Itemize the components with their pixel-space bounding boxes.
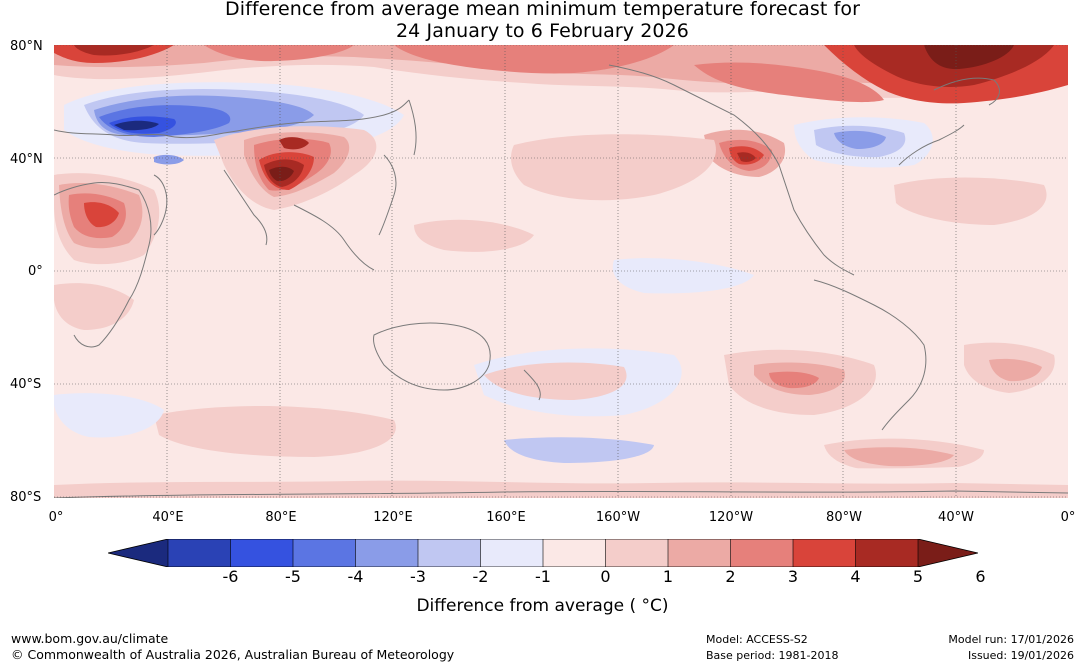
na-cool-anomaly [794, 117, 933, 168]
legend-colorbar [108, 539, 978, 567]
na-warm-anomaly [704, 129, 786, 177]
chart-title-line-1: Difference from average mean minimum tem… [224, 0, 861, 20]
legend-swatch [793, 539, 856, 567]
legend-tick-label: 0 [600, 567, 611, 586]
legend-swatch [230, 539, 294, 567]
chart-title-line-2: 24 January to 6 February 2026 [395, 20, 689, 42]
legend-tick-label: 6 [975, 567, 986, 586]
legend-swatch-high-extend [918, 539, 978, 567]
africa-warm-anomaly [54, 173, 160, 265]
legend-tick-label: 1 [662, 567, 674, 586]
anomaly-map [54, 45, 1068, 498]
legend-swatch [668, 539, 731, 567]
footer-model-run: Model run: 17/01/2026 [948, 633, 1074, 646]
legend-tick-label: 3 [787, 567, 799, 586]
lon-label-80w: 80°W [826, 510, 862, 525]
footer-base-period: Base period: 1981-2018 [706, 649, 839, 662]
legend-tick-label: -3 [410, 567, 426, 586]
lat-label-40n: 40°N [10, 152, 43, 167]
lat-label-80s: 80°S [10, 490, 42, 505]
arctic-warm-anomaly [54, 45, 1068, 104]
tibet-warm-anomaly [214, 126, 377, 210]
lon-label-0-right: 0° [1060, 510, 1076, 525]
legend-swatch [293, 539, 356, 567]
coastlines [54, 64, 1068, 498]
legend-swatch [605, 539, 669, 567]
legend-tick-label: 2 [725, 567, 736, 586]
legend-tick-label: 5 [912, 567, 924, 586]
graticule [54, 45, 1068, 498]
lon-label-40e: 40°E [152, 510, 184, 525]
footer-copyright: © Commonwealth of Australia 2026, Austra… [11, 647, 455, 662]
footer-issued: Issued: 19/01/2026 [967, 649, 1074, 662]
lon-label-0-left: 0° [48, 510, 64, 525]
legend-swatch-low-extend [108, 539, 168, 567]
lon-label-40w: 40°W [938, 510, 974, 525]
lon-label-80e: 80°E [265, 510, 297, 525]
lat-label-40s: 40°S [10, 377, 42, 392]
lon-label-120w: 120°W [708, 510, 754, 525]
lat-label-80n: 80°N [10, 39, 43, 54]
legend-swatch [418, 539, 481, 567]
legend-tick-label: 4 [850, 567, 861, 586]
legend-tick-label: -1 [535, 567, 551, 586]
legend-tick-label: -6 [222, 567, 239, 586]
lon-label-160w: 160°W [595, 510, 641, 525]
lon-label-120e: 120°E [373, 510, 413, 525]
legend-swatch [168, 539, 231, 567]
legend-tick-label: -4 [347, 567, 364, 586]
lat-label-0: 0° [28, 264, 43, 279]
legend-swatch [855, 539, 919, 567]
legend-swatch [730, 539, 794, 567]
legend-swatch [355, 539, 419, 567]
pacific-patches [54, 134, 1055, 473]
legend-tick-label: -2 [472, 567, 489, 586]
antarctic-band [54, 464, 1068, 498]
legend-swatch [480, 539, 544, 567]
legend-title: Difference from average ( °C) [416, 596, 669, 616]
footer-website: www.bom.gov.au/climate [11, 631, 169, 646]
legend-swatch [543, 539, 606, 567]
lon-label-160e: 160°E [486, 510, 526, 525]
legend-tick-label: -5 [285, 567, 301, 586]
footer-model: Model: ACCESS-S2 [706, 633, 808, 646]
